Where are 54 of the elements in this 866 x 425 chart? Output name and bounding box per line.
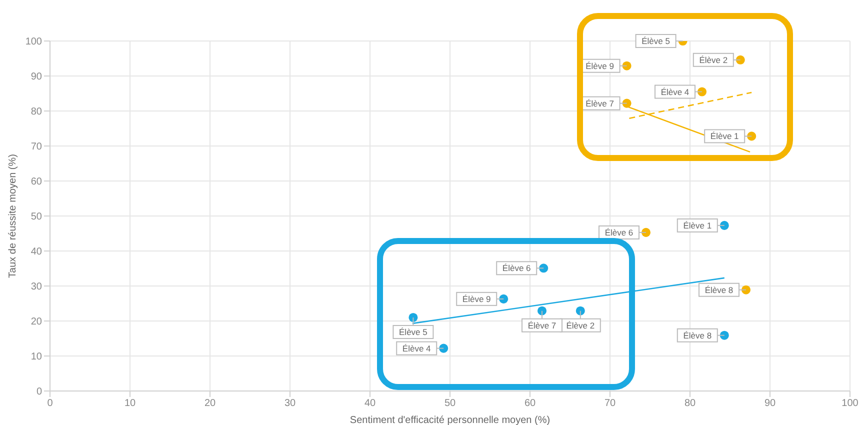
data-label: Élève 1 (710, 131, 740, 142)
y-tick-label: 80 (30, 106, 42, 118)
y-axis-title: Taux de réussite moyen (%) (8, 154, 19, 278)
x-tick-label: 70 (604, 398, 616, 410)
y-tick-label: 30 (30, 282, 42, 293)
point (576, 306, 585, 316)
data-label: Élève 7 (586, 98, 614, 108)
data-label: Élève 7 (528, 320, 556, 330)
x-tick-label: 10 (124, 398, 136, 410)
point (641, 228, 651, 237)
data-label: Élève 2 (566, 320, 595, 330)
point (736, 55, 745, 64)
y-tick-label: 100 (25, 36, 42, 48)
data-label: Élève 2 (699, 54, 728, 65)
data-label: Élève 1 (683, 220, 712, 230)
y-tick-label: 0 (36, 386, 42, 398)
x-tick-label: 40 (364, 398, 376, 410)
data-label: Élève 4 (402, 343, 432, 354)
y-tick-label: 20 (30, 316, 42, 328)
point (539, 264, 548, 273)
point (720, 220, 729, 230)
point (697, 87, 707, 96)
x-tick-label: 90 (764, 398, 776, 410)
x-tick-label: 50 (444, 398, 456, 410)
point (499, 294, 508, 304)
point (622, 61, 632, 70)
y-tick-label: 60 (30, 176, 42, 188)
x-tick-label: 80 (684, 398, 696, 410)
x-axis-title: Sentiment d'efficacité personnelle moyen (%) (350, 415, 550, 425)
point (408, 312, 418, 322)
data-label: Élève 4 (660, 86, 690, 97)
data-label: Élève 5 (399, 327, 428, 337)
x-tick-label: 100 (842, 398, 859, 410)
data-label: Élève 9 (586, 60, 614, 71)
y-tick-label: 70 (30, 142, 42, 153)
point (537, 306, 547, 316)
x-tick-label: 0 (47, 398, 54, 410)
data-label: Élève 6 (604, 227, 634, 238)
point (741, 285, 751, 294)
point (439, 344, 448, 353)
x-tick-label: 20 (204, 398, 216, 410)
y-tick-label: 90 (30, 72, 42, 83)
point (747, 132, 756, 141)
data-label: Élève 8 (704, 284, 734, 295)
data-label: Élève 9 (462, 294, 492, 304)
data-label: Élève 6 (502, 263, 532, 274)
y-tick-label: 50 (30, 212, 42, 223)
y-tick-label: 10 (30, 352, 42, 363)
data-label: Élève 5 (642, 36, 670, 46)
y-tick-label: 40 (30, 246, 42, 258)
x-tick-label: 30 (284, 398, 296, 410)
data-label: Élève 8 (683, 330, 712, 340)
x-tick-label: 60 (524, 398, 536, 410)
point (720, 330, 729, 340)
